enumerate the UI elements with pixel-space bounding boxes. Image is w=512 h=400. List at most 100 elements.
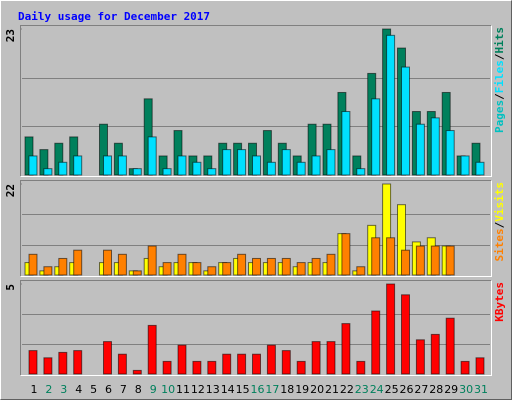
bar (43, 266, 53, 276)
panel-edge-dark (20, 280, 492, 376)
y-tick-label: 5 (4, 284, 17, 291)
bar (58, 351, 68, 375)
bar (28, 155, 38, 176)
bar (117, 155, 127, 176)
bar (460, 155, 470, 176)
x-tick-label: 20 (310, 383, 324, 396)
bar (117, 253, 127, 276)
bar (356, 360, 366, 375)
x-tick-label: 3 (60, 383, 67, 396)
bar (192, 161, 202, 176)
bar (147, 324, 157, 375)
bar (386, 237, 396, 276)
bar (341, 111, 351, 176)
x-tick-label: 4 (75, 383, 82, 396)
bar (311, 155, 321, 176)
bar (73, 249, 83, 276)
legend-entry: KBytes (493, 282, 506, 322)
panel-edge-light (20, 25, 492, 177)
bar (207, 266, 217, 276)
bar (296, 360, 306, 375)
bar (252, 155, 261, 176)
bar (311, 341, 321, 375)
bar (475, 357, 485, 375)
bar (326, 253, 336, 276)
bar (237, 253, 247, 276)
bar (430, 117, 440, 176)
x-tick-label: 15 (236, 383, 250, 396)
bar (58, 161, 68, 176)
legend-entry: Hits (493, 27, 506, 54)
bar (162, 168, 172, 176)
bar (386, 34, 396, 176)
x-tick-label: 31 (474, 383, 488, 396)
x-tick-label: 12 (191, 383, 205, 396)
bar (147, 245, 157, 276)
bar (266, 257, 276, 276)
bar (147, 136, 157, 176)
legend: Pages/Files/Hits (493, 27, 506, 133)
x-tick-label: 29 (444, 383, 458, 396)
bar (371, 237, 381, 276)
bar (460, 360, 470, 375)
bar (132, 168, 142, 176)
x-tick-label: 21 (325, 383, 339, 396)
bar (28, 350, 38, 375)
bar (401, 294, 410, 375)
legend: Sites/Visits (493, 182, 506, 262)
bar (415, 245, 425, 276)
bar (207, 168, 217, 176)
bar (192, 262, 202, 276)
bar (311, 257, 321, 276)
bar (415, 339, 425, 375)
bar (296, 161, 306, 176)
bar (445, 245, 455, 276)
x-tick-label: 5 (90, 383, 97, 396)
bar (207, 360, 217, 375)
bar (326, 149, 336, 176)
legend: KBytes (493, 282, 506, 322)
bar (430, 245, 440, 276)
bar (252, 353, 261, 375)
x-tick-label: 14 (221, 383, 235, 396)
bar (356, 266, 366, 276)
x-tick-label: 17 (265, 383, 279, 396)
bar (371, 310, 381, 375)
panel-edge-light (20, 280, 492, 376)
bar (58, 257, 68, 276)
bar (237, 149, 247, 176)
x-tick-label: 9 (150, 383, 157, 396)
bar (430, 333, 440, 375)
legend-entry: Pages (493, 100, 506, 133)
x-tick-label: 28 (429, 383, 443, 396)
bar (356, 168, 366, 176)
bar (401, 249, 410, 276)
bar (475, 161, 485, 176)
legend-separator: / (493, 221, 506, 228)
bar (445, 130, 455, 176)
x-tick-label: 6 (105, 383, 112, 396)
x-tick-label: 13 (206, 383, 220, 396)
bar (281, 257, 291, 276)
bar (222, 353, 232, 375)
x-tick-label: 26 (400, 383, 414, 396)
bar (281, 149, 291, 176)
bar (177, 253, 187, 276)
bar (73, 155, 83, 176)
bar (326, 341, 336, 375)
bar (73, 350, 83, 375)
bar (162, 360, 172, 375)
x-tick-label: 1 (31, 383, 38, 396)
bar (162, 262, 172, 276)
x-tick-label: 30 (459, 383, 473, 396)
x-tick-label: 16 (251, 383, 265, 396)
legend-separator: / (493, 93, 506, 100)
bar (341, 233, 351, 276)
bar (132, 369, 142, 375)
x-tick-label: 2 (45, 383, 52, 396)
x-tick-label: 24 (370, 383, 384, 396)
y-tick-label: 22 (4, 184, 17, 197)
bar (281, 350, 291, 375)
x-tick-label: 19 (295, 383, 309, 396)
legend-entry: Visits (493, 182, 506, 222)
